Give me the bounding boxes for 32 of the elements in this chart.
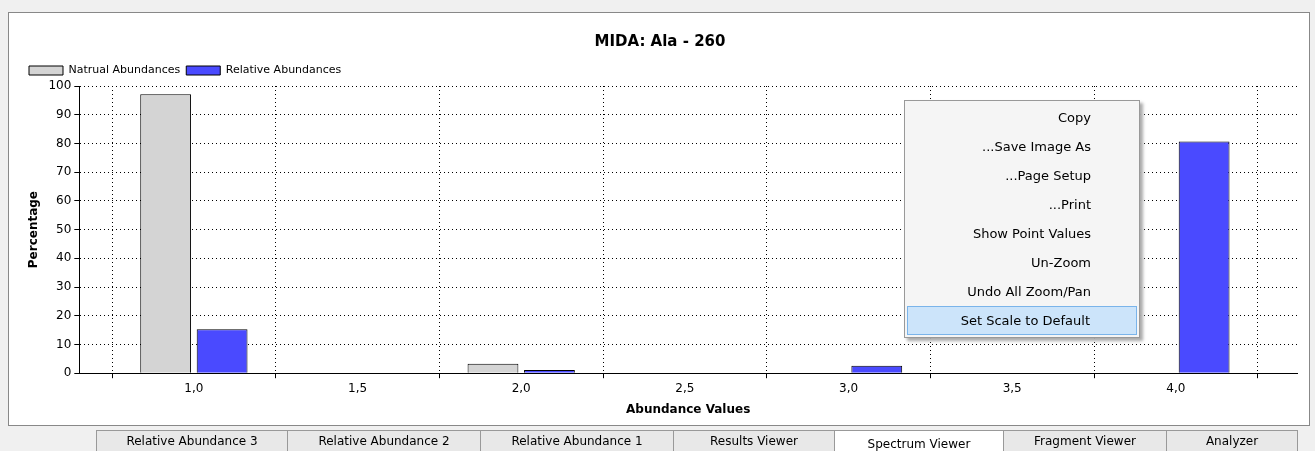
- y-tick-label: 70: [56, 164, 72, 179]
- x-tick-label: 1,5: [347, 380, 368, 395]
- annotation: Un-Zoom: [1030, 254, 1092, 272]
- x-axis-title: Abundance Values: [626, 401, 751, 416]
- y-axis-title: Percentage: [26, 190, 41, 269]
- y-tick-label: 30: [56, 279, 72, 294]
- y-tick-label: 90: [56, 106, 72, 121]
- x-tick-label: 4,0: [1166, 380, 1186, 395]
- legend-label: Natrual Abundances: [68, 63, 181, 77]
- y-tick-label: 50: [56, 221, 72, 236]
- annotation: Show Point Values: [971, 225, 1092, 243]
- annotation: ...Print: [1047, 196, 1092, 214]
- x-tick-label: 2,0: [511, 380, 531, 395]
- chart-title: MIDA: Ala - 260: [594, 31, 726, 50]
- y-tick-label: 40: [56, 250, 72, 265]
- y-tick-label: 100: [48, 78, 72, 93]
- y-tick-label: 10: [56, 336, 72, 351]
- annotation: Set Scale to Default: [907, 306, 1137, 335]
- y-tick-label: 80: [56, 135, 72, 150]
- annotation: Copy: [1057, 109, 1092, 127]
- y-tick-label: 20: [56, 307, 72, 322]
- x-tick-label: 1,0: [184, 380, 204, 395]
- annotation: ...Page Setup: [1004, 167, 1092, 185]
- y-tick-label: 60: [56, 193, 72, 208]
- tab-strip: Relative Abundance 3 Relative Abundance 2 Relative Abundance 1 Results Viewer Spectrum Viewer Fragment Viewer Analyzer: [96, 430, 1297, 451]
- x-tick-label: 3,5: [1002, 380, 1022, 395]
- y-tick-label: 0: [63, 365, 72, 380]
- annotation: Undo All Zoom/Pan: [966, 283, 1092, 301]
- annotation: ...Save Image As: [981, 138, 1092, 156]
- x-tick-label: 3,0: [839, 380, 859, 395]
- x-tick-label: 2,5: [675, 380, 695, 395]
- legend-label: Relative Abundances: [225, 63, 342, 77]
